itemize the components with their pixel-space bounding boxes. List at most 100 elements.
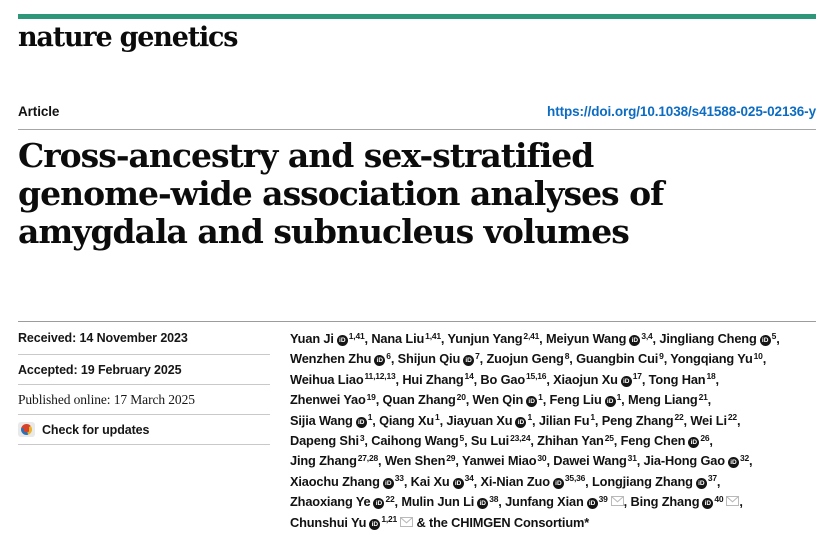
author-affiliation-superscript: 22 bbox=[674, 412, 684, 423]
author-line: Zhaoxiang Ye iD 22, Mulin Jun Li iD 38, Junf… bbox=[290, 492, 816, 512]
author-affiliation-superscript: 11,12,13 bbox=[364, 371, 396, 382]
author-name: Peng Zhang bbox=[601, 412, 674, 428]
author-list: Yuan Ji iD 1,41, Nana Liu1,41, Yunjun Yang… bbox=[290, 322, 816, 533]
paper-title-line-2: genome-wide association analyses of bbox=[18, 174, 664, 213]
author-name: Yunjun Yang bbox=[447, 331, 523, 346]
author-affiliation-superscript: 40 bbox=[714, 493, 724, 504]
author-affiliation-superscript: 35,36 bbox=[564, 473, 586, 484]
orcid-icon[interactable]: iD bbox=[759, 335, 771, 346]
article-header-row: Article https://doi.org/10.1038/s41588-0… bbox=[18, 104, 816, 130]
orcid-icon[interactable]: iD bbox=[463, 355, 475, 367]
orcid-icon[interactable]: iD bbox=[355, 416, 367, 428]
orcid-icon[interactable]: iD bbox=[452, 477, 464, 489]
paper-title-line-1: Cross-ancestry and sex-stratified bbox=[18, 136, 594, 175]
author-affiliation-superscript: 37 bbox=[707, 473, 717, 484]
author-name: Su Lui bbox=[470, 433, 510, 449]
author-line: Wenzhen Zhu iD 6, Shijun Qiu iD 7, Zuojun Ge… bbox=[290, 350, 767, 367]
author-name: Jilian Fu bbox=[538, 412, 590, 428]
author-name: Zuojun Geng bbox=[486, 351, 564, 367]
author-name: Sijia Wang bbox=[290, 412, 353, 428]
orcid-icon[interactable]: iD bbox=[688, 437, 700, 449]
article-type-label: Article bbox=[18, 104, 60, 119]
author-affiliation-superscript: 20 bbox=[456, 391, 466, 402]
author-affiliation-superscript: 1 bbox=[616, 391, 622, 402]
orcid-icon[interactable]: iD bbox=[382, 477, 394, 489]
author-affiliation-superscript: 34 bbox=[464, 473, 474, 484]
orcid-icon[interactable]: iD bbox=[374, 355, 386, 367]
orcid-icon[interactable]: iD bbox=[515, 416, 527, 428]
orcid-icon[interactable]: iD bbox=[336, 335, 348, 346]
author-line: Xiaochu Zhang iD 33, Kai Xu iD 34, Xi-Nian Z… bbox=[290, 473, 721, 489]
author-name: Yongqiang Yu bbox=[670, 351, 753, 367]
author-name: Longjiang Zhang bbox=[591, 473, 693, 489]
check-for-updates-row[interactable]: Check for updates bbox=[18, 415, 270, 445]
orcid-icon[interactable]: iD bbox=[552, 477, 564, 489]
author-name: Bing Zhang bbox=[630, 494, 700, 510]
author-line: Sijia Wang iD 1, Qiang Xu1, Jiayuan Xu iD 1,… bbox=[290, 412, 741, 428]
author-name: Chunshui Yu bbox=[290, 514, 367, 530]
author-affiliation-superscript: 9 bbox=[659, 350, 664, 361]
orcid-icon[interactable]: iD bbox=[526, 396, 538, 408]
paper-title: Cross-ancestry and sex-stratified genome… bbox=[18, 137, 808, 251]
author-affiliation-superscript: 1,41 bbox=[348, 330, 365, 341]
author-name: Meiyun Wang bbox=[545, 331, 627, 346]
author-affiliation-superscript: 5 bbox=[459, 432, 465, 443]
author-name: Caihong Wang bbox=[371, 433, 459, 449]
author-name: Meng Liang bbox=[627, 392, 698, 408]
orcid-icon[interactable]: iD bbox=[695, 477, 707, 489]
check-for-updates-label: Check for updates bbox=[42, 422, 150, 437]
author-name: Kai Xu bbox=[410, 473, 450, 489]
author-affiliation-superscript: 1 bbox=[367, 412, 373, 423]
author-affiliation-superscript: 22 bbox=[727, 412, 737, 423]
orcid-icon[interactable]: iD bbox=[620, 375, 632, 387]
email-icon[interactable] bbox=[400, 513, 414, 533]
author-affiliation-superscript: 3 bbox=[359, 432, 365, 443]
author-line: Dapeng Shi3, Caihong Wang5, Su Lui23,24,… bbox=[290, 432, 713, 449]
author-affiliation-superscript: 8 bbox=[564, 350, 570, 361]
author-name: Jia-Hong Gao bbox=[643, 453, 726, 469]
author-affiliation-superscript: 17 bbox=[632, 371, 642, 382]
author-name: Junfang Xian bbox=[505, 494, 584, 510]
author-affiliation-superscript: 5 bbox=[771, 330, 777, 341]
author-name: Yuan Ji bbox=[290, 331, 334, 346]
orcid-icon[interactable]: iD bbox=[477, 498, 489, 510]
author-affiliation-superscript: 38 bbox=[489, 493, 499, 504]
author-affiliation-superscript: 1 bbox=[538, 391, 543, 402]
author-name: Feng Liu bbox=[549, 392, 602, 408]
author-name: Jing Zhang bbox=[290, 453, 357, 469]
journal-accent-bar bbox=[18, 14, 816, 19]
author-affiliation-superscript: 1 bbox=[590, 412, 595, 423]
author-name: Hui Zhang bbox=[402, 371, 464, 387]
author-affiliation-superscript: 25 bbox=[604, 432, 614, 443]
orcid-icon[interactable]: iD bbox=[702, 498, 714, 510]
author-affiliation-superscript: 15,16 bbox=[526, 371, 547, 382]
email-icon[interactable] bbox=[610, 492, 624, 512]
author-name: Guangbin Cui bbox=[576, 351, 659, 367]
orcid-icon[interactable]: iD bbox=[727, 457, 739, 469]
author-name: Xiaochu Zhang bbox=[290, 473, 380, 489]
author-name: Xiaojun Xu bbox=[553, 371, 618, 387]
received-date: Received: 14 November 2023 bbox=[18, 331, 188, 345]
author-affiliation-superscript: 30 bbox=[537, 452, 547, 463]
author-name: Quan Zhang bbox=[382, 392, 456, 408]
author-affiliation-superscript: 26 bbox=[700, 432, 710, 443]
email-icon[interactable] bbox=[726, 492, 740, 512]
author-name: Weihua Liao bbox=[290, 371, 364, 387]
author-name: Feng Chen bbox=[620, 433, 686, 449]
dates-sidebar: Received: 14 November 2023 Accepted: 19 … bbox=[18, 322, 270, 533]
orcid-icon[interactable]: iD bbox=[586, 498, 598, 510]
doi-link[interactable]: https://doi.org/10.1038/s41588-025-02136… bbox=[547, 104, 816, 119]
author-affiliation-superscript: 2,41 bbox=[523, 330, 540, 341]
author-name: Wen Shen bbox=[384, 453, 446, 469]
author-name: Zhihan Yan bbox=[537, 433, 604, 449]
author-line: Chunshui Yu iD 1,21 & the CHIMGEN Consorti… bbox=[290, 513, 816, 533]
author-name: Dapeng Shi bbox=[290, 433, 359, 449]
orcid-icon[interactable]: iD bbox=[373, 498, 385, 510]
accepted-date-row: Accepted: 19 February 2025 bbox=[18, 355, 270, 385]
orcid-icon[interactable]: iD bbox=[604, 396, 616, 408]
orcid-icon[interactable]: iD bbox=[369, 518, 381, 530]
crossmark-icon[interactable] bbox=[18, 422, 35, 437]
author-name: Wenzhen Zhu bbox=[290, 351, 372, 367]
orcid-icon[interactable]: iD bbox=[629, 335, 641, 346]
author-affiliation-superscript: 1 bbox=[435, 412, 440, 423]
